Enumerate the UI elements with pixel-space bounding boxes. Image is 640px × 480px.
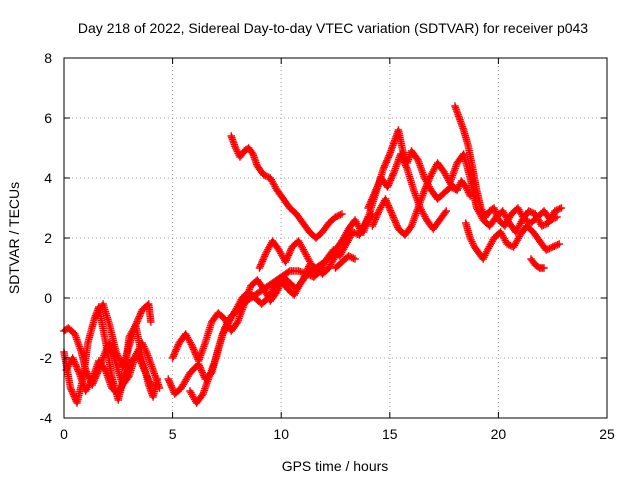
data-marks (60, 102, 566, 407)
x-tick-label-4: 20 (491, 426, 507, 442)
data-point-track-c-end (147, 318, 155, 326)
x-tick-label-2: 10 (273, 426, 289, 442)
x-tick-label-0: 0 (60, 426, 68, 442)
chart-title: Day 218 of 2022, Sidereal Day-to-day VTE… (78, 20, 588, 36)
x-tick-label-3: 15 (382, 426, 398, 442)
axis-ticks (63, 57, 608, 419)
data-point-track-p-end (555, 240, 563, 248)
x-axis-label: GPS time / hours (282, 458, 389, 474)
data-point-track-d-end (147, 381, 155, 389)
y-tick-label-0: -4 (40, 410, 53, 426)
data-point-track-b-end (155, 384, 164, 392)
data-point-track-q-end (540, 264, 548, 272)
data-point-track-j-end (338, 210, 346, 218)
data-point-track-l-end (442, 207, 450, 215)
data-point-track-h-end (307, 261, 316, 269)
data-point-track-o-end (557, 204, 566, 212)
y-axis-label: SDTVAR / TECUs (6, 182, 22, 294)
y-tick-labels: -4 -2 0 2 4 6 8 (40, 50, 53, 426)
y-tick-label-5: 6 (44, 110, 52, 126)
y-tick-label-4: 4 (44, 170, 52, 186)
data-point-track-n-end (553, 213, 561, 221)
x-tick-label-5: 25 (599, 426, 615, 442)
y-tick-label-6: 8 (44, 50, 52, 66)
data-point-track-m-end (466, 192, 474, 200)
y-tick-label-1: -2 (40, 350, 53, 366)
y-tick-label-2: 0 (44, 290, 52, 306)
y-tick-label-3: 2 (44, 230, 52, 246)
data-point-track-i-end (351, 255, 359, 263)
x-tick-label-1: 5 (169, 426, 177, 442)
x-tick-labels: 0 5 10 15 20 25 (60, 426, 615, 442)
